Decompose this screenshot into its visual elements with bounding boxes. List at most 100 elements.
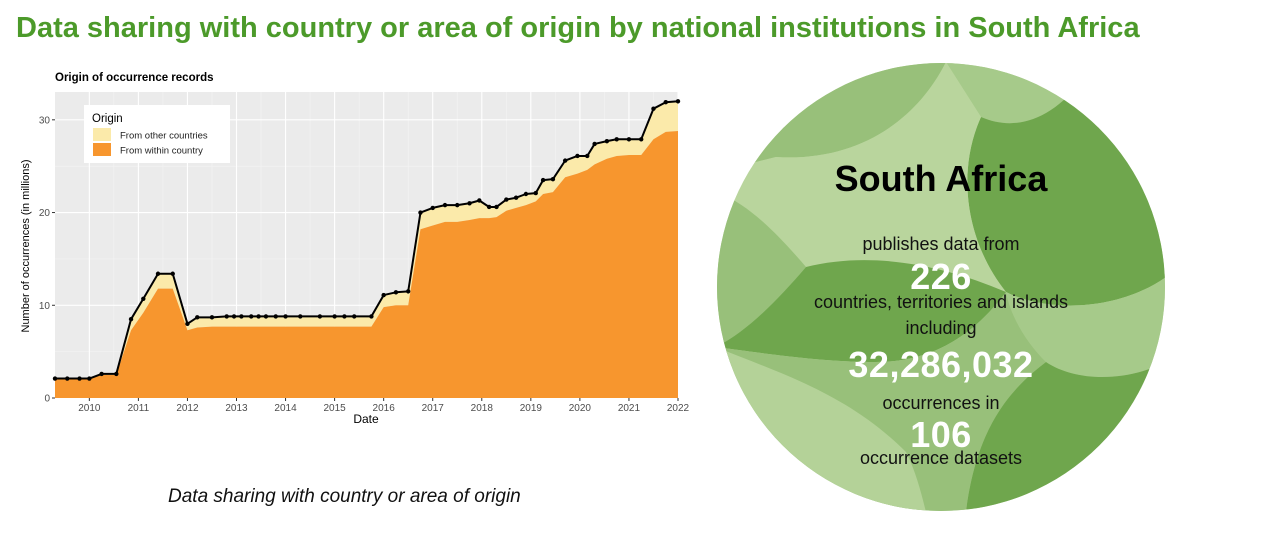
data-point xyxy=(430,205,435,211)
x-tick-label: 2011 xyxy=(128,403,150,414)
data-point xyxy=(455,202,460,208)
x-tick-label: 2021 xyxy=(618,403,641,414)
data-point xyxy=(585,153,590,159)
legend-label-within-country: From within country xyxy=(120,146,203,157)
data-point xyxy=(562,158,568,163)
area-series xyxy=(55,101,678,399)
data-point xyxy=(540,177,546,183)
data-point xyxy=(477,198,482,203)
data-point xyxy=(513,195,519,200)
axes: 0 10 20 30 2010 2011 2012 2013 2014 2015 2016 2017 2… xyxy=(39,115,690,414)
data-point xyxy=(393,290,399,295)
data-point xyxy=(651,106,656,111)
data-point xyxy=(381,292,386,298)
summary-line-countries: countries, territories and islands xyxy=(813,292,1069,312)
data-point xyxy=(273,314,278,319)
summary-line-datasets: occurrence datasets xyxy=(859,448,1023,468)
data-point xyxy=(604,138,610,144)
data-point xyxy=(533,190,538,196)
data-point xyxy=(249,314,254,319)
legend-label-other-countries: From other countries xyxy=(120,131,208,142)
data-point xyxy=(114,371,119,377)
x-tick-label: 2013 xyxy=(225,403,248,414)
chart-title: Origin of occurrence records xyxy=(55,72,214,84)
x-tick-label: 2010 xyxy=(78,403,101,414)
summary-country: South Africa xyxy=(834,158,1048,199)
circle-segment xyxy=(717,260,1006,362)
x-tick-label: 2015 xyxy=(323,403,346,414)
data-point xyxy=(298,314,303,319)
data-point xyxy=(128,316,134,322)
data-point xyxy=(283,314,288,319)
data-point xyxy=(256,314,261,319)
legend-title: Origin xyxy=(92,113,123,125)
total-points xyxy=(52,99,681,381)
data-point xyxy=(614,137,619,142)
data-point xyxy=(369,314,374,319)
data-point xyxy=(494,204,499,210)
x-tick-label: 2018 xyxy=(471,403,494,414)
data-point xyxy=(263,314,269,319)
data-point xyxy=(77,376,82,381)
data-point xyxy=(99,371,104,377)
data-point xyxy=(195,315,200,320)
data-point xyxy=(170,271,175,276)
y-tick-label: 20 xyxy=(39,208,51,219)
data-point xyxy=(663,100,668,105)
x-tick-label: 2022 xyxy=(667,403,690,414)
legend-swatch-other-countries xyxy=(93,128,111,141)
data-point xyxy=(550,176,556,182)
x-tick-label: 2019 xyxy=(520,403,543,414)
data-point xyxy=(65,376,70,381)
x-tick-label: 2020 xyxy=(569,403,592,414)
legend-swatch-within-country xyxy=(93,143,111,156)
data-point xyxy=(352,314,357,319)
summary-line-including: including xyxy=(905,318,977,338)
data-point xyxy=(224,314,229,319)
data-point xyxy=(155,271,161,276)
summary-line-publishes: publishes data from xyxy=(862,234,1020,254)
page-title: Data sharing with country or area of ori… xyxy=(16,12,1140,44)
y-tick-label: 30 xyxy=(39,115,51,126)
data-point xyxy=(639,137,644,142)
area-other-countries xyxy=(55,101,678,379)
data-point xyxy=(185,321,190,327)
origin-area-chart: 0 10 20 30 2010 2011 2012 2013 2014 2015 2016 2017 2… xyxy=(20,92,690,426)
data-point xyxy=(675,99,681,104)
circle-segment xyxy=(1006,277,1165,377)
data-point xyxy=(442,202,448,208)
summary-circle xyxy=(717,63,1165,511)
data-point xyxy=(332,314,337,319)
data-point xyxy=(87,376,92,381)
summary-line-occurrences-in: occurrences in xyxy=(882,393,1000,413)
chart-caption: Data sharing with country or area of ori… xyxy=(168,486,521,507)
data-point xyxy=(504,197,509,202)
data-point xyxy=(317,314,323,319)
data-point xyxy=(405,289,411,294)
x-tick-label: 2016 xyxy=(373,403,396,414)
data-point xyxy=(575,153,580,159)
data-point xyxy=(418,210,423,215)
circle-segment xyxy=(717,63,1006,292)
y-tick-label: 10 xyxy=(39,301,51,312)
x-tick-label: 2017 xyxy=(422,403,445,414)
data-point xyxy=(239,314,244,319)
data-point xyxy=(209,315,215,320)
data-point xyxy=(231,314,237,319)
data-point xyxy=(342,314,347,319)
data-point xyxy=(52,376,58,381)
summary-occurrences-count: 32,286,032 xyxy=(848,344,1034,385)
summary-datasets-count: 106 xyxy=(910,414,972,455)
data-point xyxy=(523,191,529,197)
area-within-country xyxy=(55,130,678,399)
y-tick-label: 0 xyxy=(44,394,50,405)
data-point xyxy=(626,137,632,142)
data-point xyxy=(467,201,472,206)
circle-segment xyxy=(717,192,806,347)
data-point xyxy=(486,204,492,210)
summary-countries-count: 226 xyxy=(910,256,972,297)
legend: Origin From other countries From within … xyxy=(84,105,230,163)
y-axis-label: Number of occurrences (in millions) xyxy=(20,160,32,333)
data-point xyxy=(141,296,146,301)
x-axis-label: Date xyxy=(353,412,379,426)
